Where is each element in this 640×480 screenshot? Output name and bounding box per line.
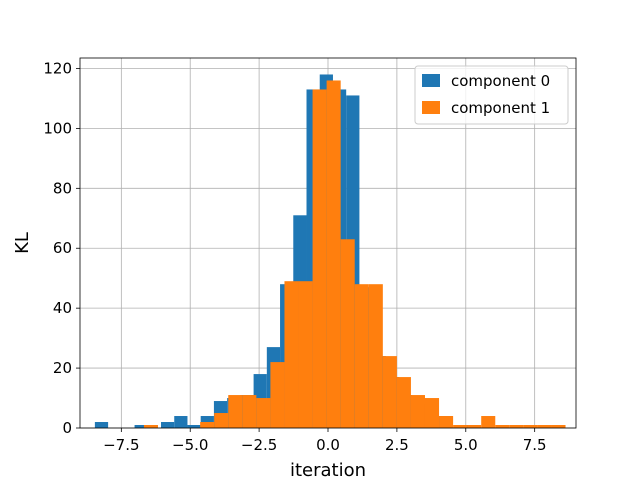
x-tick-label: −7.5 (103, 436, 139, 454)
histogram-bar (537, 425, 552, 428)
y-tick-label: 40 (53, 299, 72, 317)
histogram-bar (143, 425, 158, 428)
legend-box (414, 65, 569, 125)
histogram-bar (134, 425, 148, 428)
legend-label-component-1: component 1 (451, 99, 550, 117)
histogram-bar (270, 362, 285, 428)
histogram-bars (94, 74, 566, 429)
histogram-bar (481, 416, 496, 428)
histogram-bar (161, 422, 175, 428)
y-axis-title: KL (12, 232, 33, 254)
histogram-bar (298, 281, 313, 428)
y-tick-label: 80 (53, 179, 72, 197)
histogram-bar (94, 422, 109, 428)
histogram-bar (495, 425, 510, 428)
histogram-bar (523, 425, 538, 428)
histogram-bar (256, 398, 271, 428)
x-tick-label: 7.5 (523, 436, 547, 454)
y-tick-label: 60 (53, 239, 72, 257)
legend-swatch-component-1 (422, 101, 440, 114)
legend-label-component-0: component 0 (451, 72, 550, 90)
histogram-bar (340, 239, 355, 428)
histogram-bar (214, 413, 229, 428)
x-tick-label: 2.5 (385, 436, 409, 454)
axis-ticks: −7.5 −5.0 −2.5 0.0 2.5 5.0 7.5 0 20 40 60 80 100 120 (43, 59, 546, 454)
x-axis-title: iteration (290, 460, 366, 480)
histogram-bar (354, 284, 369, 428)
histogram-bar (326, 80, 341, 428)
histogram-bar (410, 395, 425, 428)
legend-swatch-component-0 (422, 74, 440, 87)
histogram-bar (187, 425, 201, 428)
histogram-bar (396, 377, 411, 428)
x-tick-label: −5.0 (172, 436, 208, 454)
histogram-bar (200, 422, 215, 428)
histogram-bar (467, 425, 482, 428)
histogram-bar (312, 89, 327, 428)
histogram-bar (551, 425, 566, 428)
histogram-bar (228, 395, 243, 428)
x-tick-label: 0.0 (316, 436, 340, 454)
histogram-bar (174, 416, 188, 428)
series-component-1 (143, 80, 566, 428)
y-tick-label: 0 (62, 419, 72, 437)
x-tick-label: 5.0 (454, 436, 478, 454)
histogram-bar (382, 356, 397, 428)
y-tick-label: 20 (53, 359, 72, 377)
histogram-bar (453, 425, 468, 428)
y-tick-label: 120 (43, 59, 72, 77)
histogram-bar (439, 416, 454, 428)
y-tick-label: 100 (43, 119, 72, 137)
histogram-bar (424, 398, 440, 428)
histogram-bar (242, 395, 257, 428)
legend: component 0 component 1 (414, 65, 569, 125)
x-tick-label: −2.5 (241, 436, 277, 454)
histogram-bar (509, 425, 524, 428)
histogram-bar (368, 284, 383, 428)
histogram-bar (284, 281, 299, 428)
